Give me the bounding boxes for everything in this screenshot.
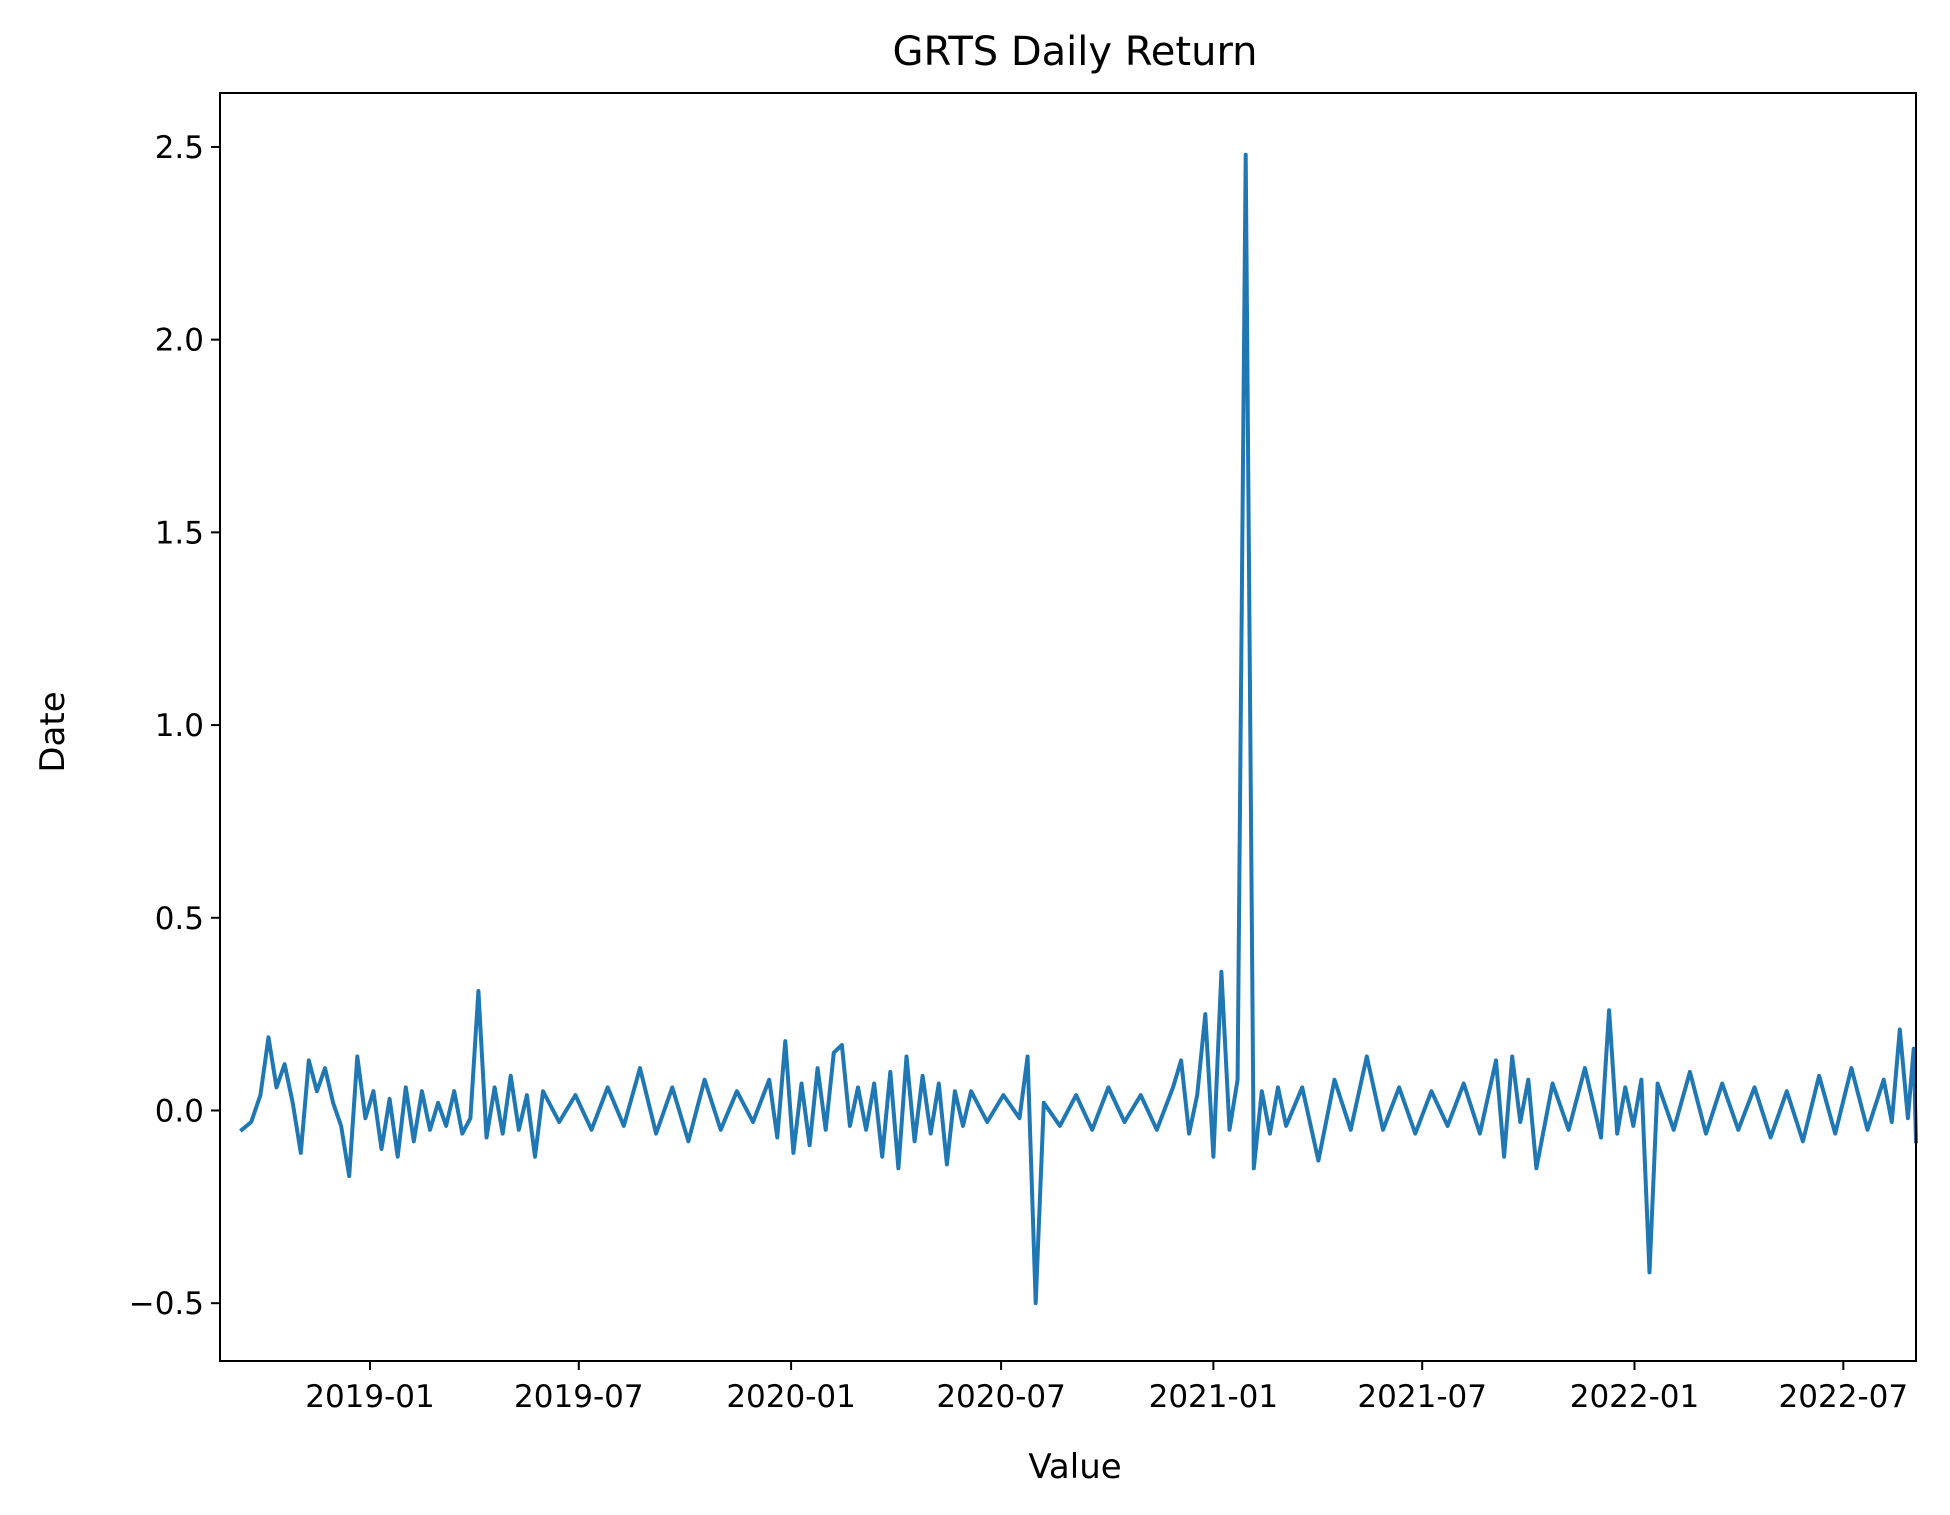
x-tick-label: 2019-01 — [305, 1379, 435, 1415]
plot-area — [239, 152, 1919, 1306]
x-tick-label: 2019-07 — [514, 1379, 644, 1415]
x-tick-label: 2022-01 — [1570, 1379, 1700, 1415]
y-tick-label: −0.5 — [129, 1286, 204, 1322]
series-line-0 — [239, 152, 1919, 1306]
x-tick-label: 2021-07 — [1357, 1379, 1487, 1415]
y-tick-label: 0.0 — [155, 1093, 204, 1129]
x-tick-label: 2022-07 — [1779, 1379, 1909, 1415]
axes-frame — [219, 92, 1917, 1362]
x-tick-label: 2020-01 — [726, 1379, 856, 1415]
y-tick-label: 0.5 — [155, 901, 204, 937]
x-tick-label: 2020-07 — [936, 1379, 1066, 1415]
y-tick-label: 2.5 — [155, 130, 204, 166]
x-tick-label: 2021-01 — [1149, 1379, 1279, 1415]
x-axis: 2019-01 2019-07 2020-01 2020-07 2021-01 2021-… — [305, 1361, 1908, 1415]
y-tick-label: 1.0 — [155, 708, 204, 744]
y-tick-label: 2.0 — [155, 323, 204, 359]
y-axis: −0.5 0.0 0.5 1.0 1.5 2.0 2.5 — [129, 130, 220, 1322]
chart-title: GRTS Daily Return — [892, 29, 1257, 75]
x-axis-label: Value — [1028, 1447, 1121, 1487]
y-axis-label: Date — [33, 691, 73, 772]
y-tick-label: 1.5 — [155, 515, 204, 551]
